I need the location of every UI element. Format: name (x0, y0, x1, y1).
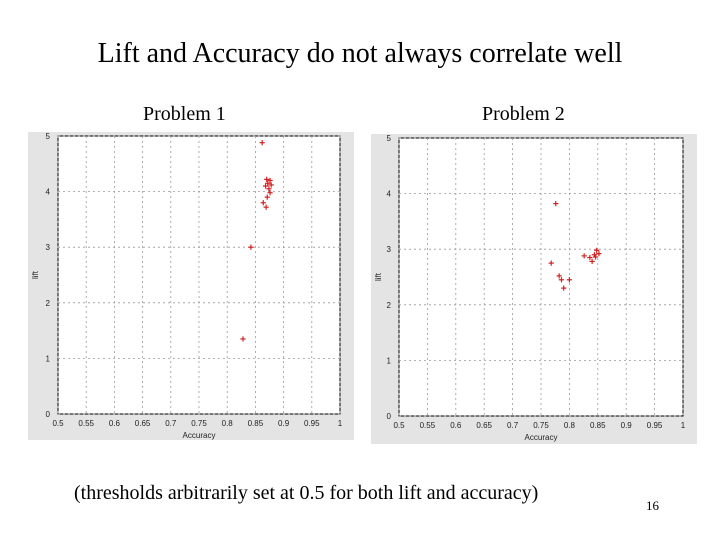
x-axis-label: Accuracy (525, 433, 558, 442)
y-tick-label: 2 (387, 301, 392, 310)
chart-2-panel: 0.5 0.55 0.6 0.65 0.7 0.75 0.8 0.85 0.9 0.95 1 0 1 2 3… (371, 134, 697, 444)
x-tick-label: 0.95 (304, 419, 320, 428)
chart-1-title: Problem 1 (143, 103, 226, 125)
data-point (248, 244, 254, 250)
slide-title: Lift and Accuracy do not always correlat… (97, 38, 623, 69)
data-point (268, 182, 274, 188)
chart-2-plot: 0.5 0.55 0.6 0.65 0.7 0.75 0.8 0.85 0.9 0.95 1 0 1 2 3… (374, 134, 686, 442)
data-point (267, 177, 273, 184)
data-point (265, 180, 271, 186)
data-point (548, 260, 554, 266)
x-tick-label: 0.55 (420, 421, 436, 430)
data-point (263, 204, 269, 210)
data-point (264, 194, 270, 200)
y-tick-label: 4 (387, 190, 392, 199)
x-tick-label: 0.5 (393, 421, 405, 430)
y-tick-label: 5 (46, 132, 51, 141)
x-tick-label: 0.7 (165, 419, 177, 428)
chart-1-plot: 0.5 0.55 0.6 0.65 0.7 0.75 0.8 0.85 0.9 0.95 1 0 1 2 3… (31, 132, 343, 440)
y-tick-label: 0 (46, 410, 51, 419)
x-tick-label: 0.65 (135, 419, 151, 428)
y-tick-label: 5 (387, 134, 392, 143)
x-tick-label: 0.85 (248, 419, 264, 428)
data-point (240, 336, 246, 342)
x-tick-label: 0.85 (590, 421, 606, 430)
x-tick-label: 0.9 (621, 421, 633, 430)
data-point (267, 190, 273, 196)
data-point (581, 253, 587, 259)
data-point (260, 200, 266, 206)
page-number: 16 (646, 498, 659, 513)
data-point (566, 277, 572, 283)
y-tick-label: 1 (46, 354, 51, 363)
y-tick-label: 3 (46, 243, 51, 252)
x-tick-label: 0.5 (52, 419, 64, 428)
y-tick-label: 0 (387, 412, 392, 421)
data-point (589, 258, 595, 265)
x-tick-label: 0.75 (533, 421, 549, 430)
x-tick-label: 0.6 (109, 419, 121, 428)
data-point (587, 254, 593, 261)
x-tick-label: 0.7 (507, 421, 519, 430)
y-axis-label: lift (374, 272, 383, 281)
x-tick-label: 0.65 (476, 421, 492, 430)
data-point (594, 247, 600, 253)
data-point (259, 140, 265, 146)
data-point (592, 254, 599, 260)
x-tick-label: 0.75 (191, 419, 207, 428)
y-tick-label: 2 (46, 299, 51, 308)
x-tick-label: 0.95 (647, 421, 663, 430)
x-tick-label: 0.6 (450, 421, 462, 430)
x-tick-label: 1 (681, 421, 686, 430)
x-tick-label: 0.8 (222, 419, 234, 428)
x-tick-label: 0.55 (78, 419, 94, 428)
x-tick-label: 1 (338, 419, 343, 428)
y-tick-label: 1 (387, 356, 392, 365)
data-point (264, 176, 270, 182)
data-point (262, 183, 269, 189)
x-tick-label: 0.9 (278, 419, 290, 428)
chart-2-title: Problem 2 (482, 103, 565, 125)
chart-1-panel: 0.5 0.55 0.6 0.65 0.7 0.75 0.8 0.85 0.9 0.95 1 0 1 2 3… (28, 132, 354, 440)
data-point (266, 186, 272, 192)
data-point (561, 285, 567, 291)
data-point (596, 251, 602, 257)
x-axis-label: Accuracy (183, 431, 216, 440)
data-point (558, 277, 565, 283)
data-point (553, 201, 559, 207)
y-tick-label: 3 (387, 245, 392, 254)
y-tick-label: 4 (46, 188, 51, 197)
y-axis-label: lift (31, 270, 40, 279)
x-tick-label: 0.8 (564, 421, 576, 430)
footnote: (thresholds arbitrarily set at 0.5 for b… (74, 482, 539, 504)
data-point (556, 273, 562, 279)
